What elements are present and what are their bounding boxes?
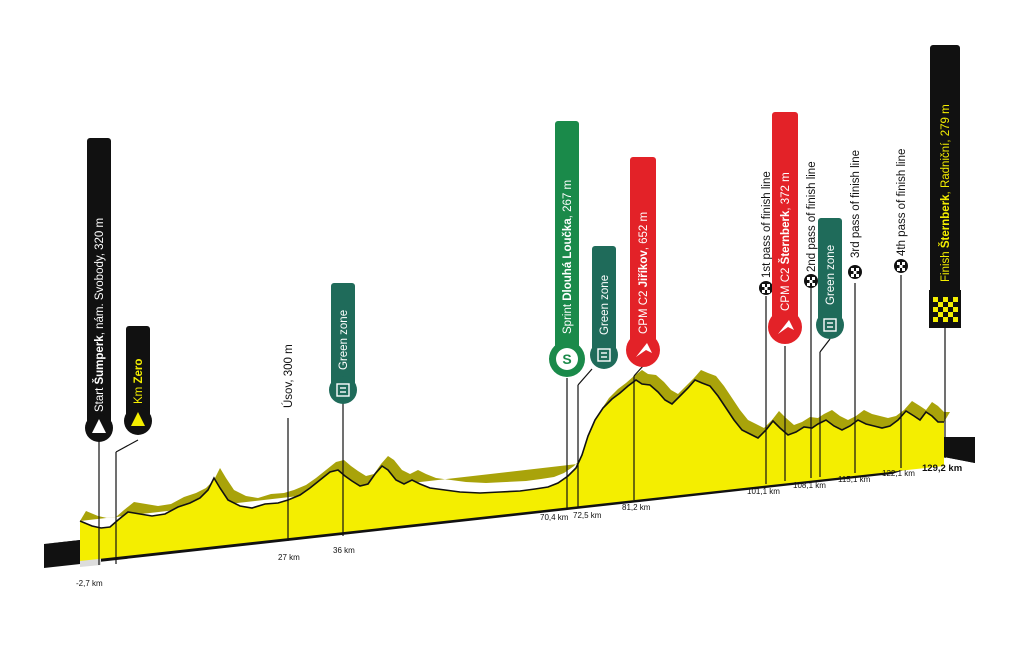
checkered-flag-pattern — [897, 262, 905, 271]
start-label: Start Šumperk, nám. Svobody, 320 m — [93, 218, 106, 412]
checkered-flag-pattern — [807, 277, 815, 286]
trash-bin-icon — [597, 348, 611, 362]
pass4-label: 4th pass of finish line — [896, 149, 908, 256]
marker-sprint: S Sprint Dlouhá Loučka, 267 m — [549, 121, 585, 377]
green1-circle — [329, 376, 357, 404]
marker-kmzero: Km Zero — [124, 326, 152, 435]
km-mark-neg: -2,7 km — [76, 579, 103, 588]
kmzero-label-box — [126, 326, 150, 426]
marker-green-zone-2: Green zone — [590, 246, 618, 369]
finish-flag-square — [953, 297, 958, 302]
cpm1-label-box — [630, 157, 656, 349]
start-label-box — [87, 138, 111, 430]
km-mark-122: 122,1 km — [882, 469, 915, 478]
checkered-flag-icon — [933, 297, 958, 322]
marker-pass-1: 1st pass of finish line — [759, 171, 773, 295]
checkered-flag-pattern — [851, 268, 859, 277]
green2-circle — [590, 341, 618, 369]
trash-bin-icon — [336, 383, 350, 397]
mountain-icon — [636, 343, 652, 357]
finish-flag-square — [943, 307, 948, 312]
finish-flag-square — [953, 307, 958, 312]
sprint-label: Sprint Dlouhá Loučka, 267 m — [562, 180, 574, 334]
finish-flag-square — [933, 307, 938, 312]
sprint-label-box — [555, 121, 579, 359]
pass3-label: 3rd pass of finish line — [850, 150, 862, 258]
finish-flag-square — [933, 317, 938, 322]
marker-poles — [98, 275, 946, 565]
marker-cpm-1: CPM C2 Jiříkov, 652 m — [626, 157, 660, 367]
finish-flag-square — [948, 302, 953, 307]
profile-terrain-back — [80, 370, 950, 521]
pass1-label: 1st pass of finish line — [761, 171, 773, 278]
triangle-up-icon — [131, 412, 145, 426]
usov-label: Úsov, 300 m — [282, 344, 295, 408]
marker-finish: Finish Šternberk, Radniční, 279 m — [929, 45, 961, 328]
finish-flag-square — [933, 297, 938, 302]
km-mark-115: 115,1 km — [838, 475, 871, 484]
green3-label: Green zone — [825, 245, 837, 305]
green2-label-box — [592, 246, 616, 354]
km-mark-27: 27 km — [278, 553, 300, 562]
green3-label-box — [818, 218, 842, 326]
sprint-s-icon — [556, 348, 578, 370]
green1-label: Green zone — [338, 310, 350, 370]
green2-label: Green zone — [599, 275, 611, 335]
pole-cpm1 — [633, 365, 644, 377]
km-mark-108: 108,1 km — [793, 481, 826, 490]
marker-green-zone-1: Green zone — [329, 283, 357, 404]
profile-terrain-front — [80, 380, 944, 562]
green3-circle — [816, 311, 844, 339]
finish-flag-square — [948, 312, 953, 317]
km-mark-129: 129,2 km — [922, 463, 962, 474]
finish-label-box — [930, 45, 960, 313]
km-markers: -2,7 km 0 km 27 km 36 km 70,4 km 72,5 km… — [76, 463, 962, 588]
checkered-flag-pattern — [762, 284, 770, 293]
marker-cpm-2: CPM C2 Šternberk, 372 m — [768, 112, 802, 344]
cpm2-label: CPM C2 Šternberk, 372 m — [779, 172, 792, 311]
pass2-label: 2nd pass of finish line — [806, 161, 818, 272]
km-mark-81: 81,2 km — [622, 503, 651, 512]
kmzero-label: Km Zero — [133, 359, 145, 404]
km-mark-zero: 0 km — [112, 574, 134, 585]
finish-flag-square — [938, 302, 943, 307]
triangle-up-icon — [92, 419, 106, 433]
km-mark-72: 72,5 km — [573, 511, 602, 520]
mountain-icon — [778, 320, 794, 334]
cpm1-label: CPM C2 Jiříkov, 652 m — [638, 212, 650, 334]
cpm2-label-box — [772, 112, 798, 324]
pole-kmzero — [115, 439, 139, 453]
km-mark-36: 36 km — [333, 546, 355, 555]
pole-green2 — [577, 368, 593, 386]
finish-flag-square — [953, 317, 958, 322]
marker-green-zone-3: Green zone — [816, 218, 844, 339]
sprint-s-letter: S — [562, 351, 571, 367]
finish-flag-square — [938, 312, 943, 317]
finish-flag-square — [943, 317, 948, 322]
marker-pass-2: 2nd pass of finish line — [804, 161, 818, 288]
finish-flag-square — [943, 297, 948, 302]
marker-pass-3: 3rd pass of finish line — [848, 150, 862, 279]
km-mark-70: 70,4 km — [540, 513, 569, 522]
marker-pass-4: 4th pass of finish line — [894, 149, 908, 273]
profile-terrain-ridge-line — [79, 379, 944, 529]
finish-label: Finish Šternberk, Radniční, 279 m — [939, 104, 952, 282]
profile-base-right — [944, 437, 975, 463]
marker-start: Start Šumperk, nám. Svobody, 320 m — [85, 138, 113, 442]
pole-green3 — [819, 338, 831, 353]
km-mark-101: 101,1 km — [747, 487, 780, 496]
trash-bin-icon — [823, 318, 837, 332]
green1-label-box — [331, 283, 355, 391]
